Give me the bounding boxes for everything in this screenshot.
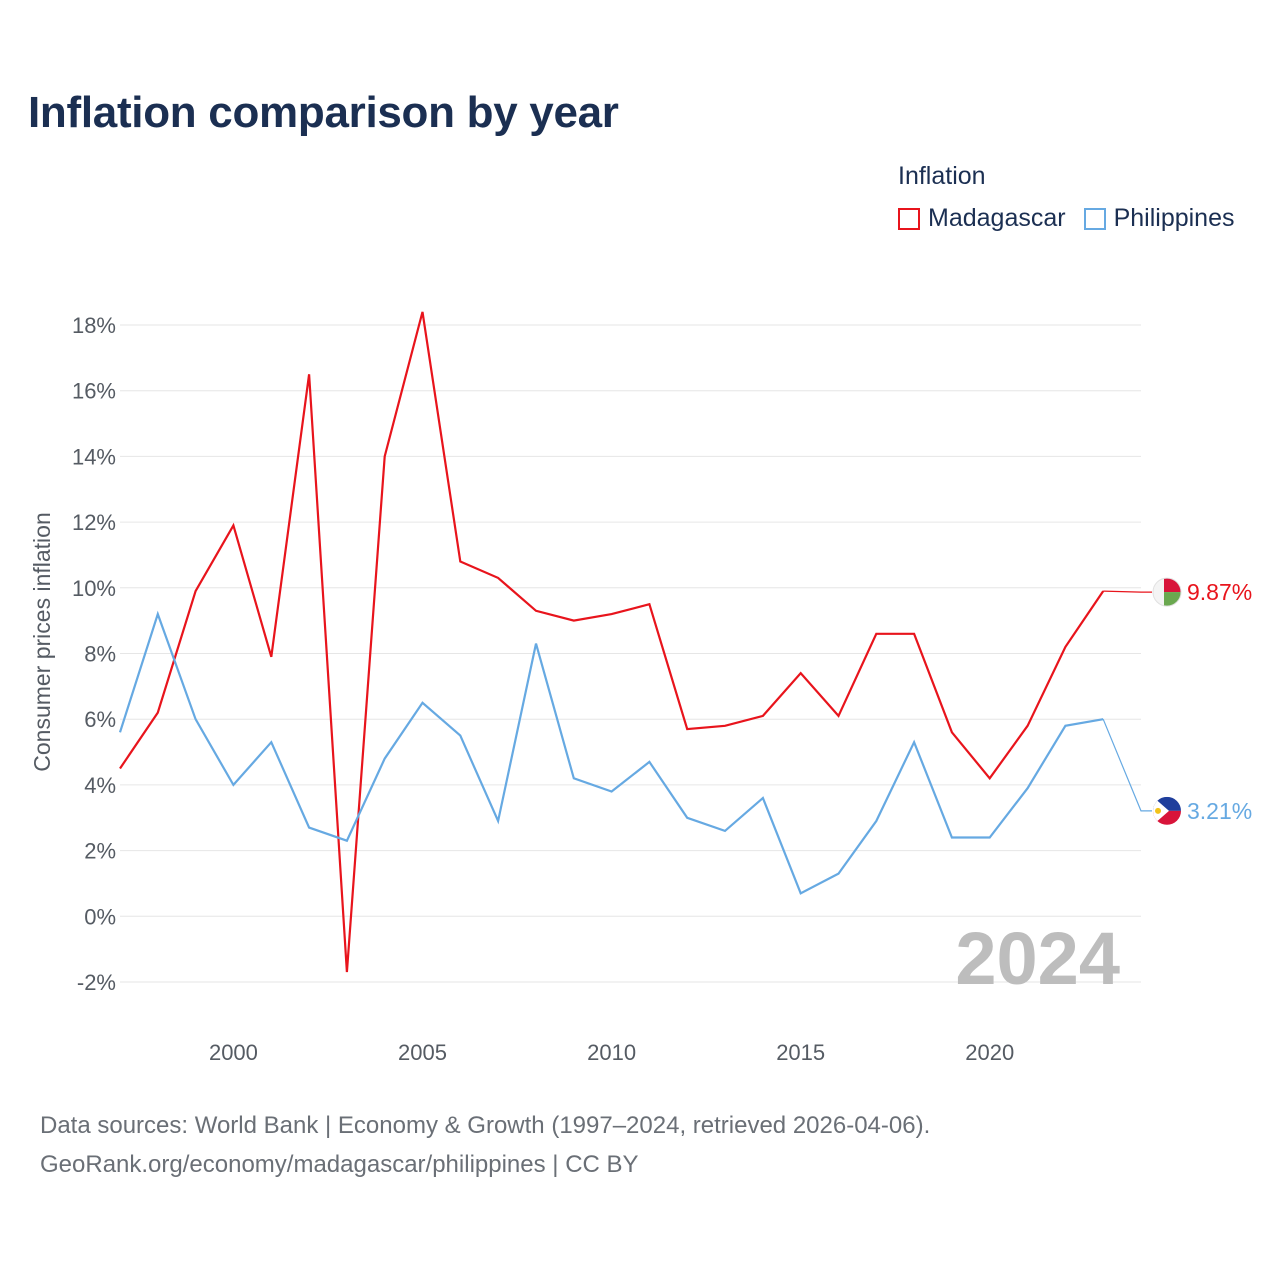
line-chart: -2% 0% 2% 4% 6% 8% 10% 12% 14% 16% 18% 2000 2005 2010… [29, 311, 1252, 1065]
series-line-madagascar [119, 311, 1105, 973]
legend: Madagascar Philippines [898, 204, 1253, 233]
x-tick-label: 2000 [209, 1040, 258, 1065]
y-tick-label: 0% [84, 904, 116, 929]
flag-outline [1152, 577, 1182, 607]
end-label-madagascar: 9.87% [1187, 579, 1252, 605]
legend-swatch-madagascar [898, 207, 920, 230]
x-tick-label: 2015 [776, 1040, 825, 1065]
legend-item-madagascar[interactable]: Madagascar [898, 204, 1066, 233]
end-label-philippines: 3.21% [1187, 798, 1252, 824]
x-tick-label: 2020 [965, 1040, 1014, 1065]
series-connector-madagascar [1103, 590, 1152, 593]
y-tick-label: 16% [72, 379, 116, 404]
y-tick-label: 12% [72, 510, 116, 535]
y-tick-label: -2% [77, 970, 116, 995]
legend-label-madagascar: Madagascar [928, 204, 1066, 232]
philippines-flag-icon [1153, 796, 1181, 825]
x-tick-label: 2010 [587, 1040, 636, 1065]
year-watermark: 2024 [955, 917, 1120, 1000]
y-tick-label: 14% [72, 444, 116, 469]
chart-title: Inflation comparison by year [28, 88, 619, 137]
y-tick-label: 4% [84, 773, 116, 798]
series-line-philippines [118, 610, 1104, 895]
madagascar-flag-icon [1153, 578, 1181, 607]
x-tick-label: 2005 [398, 1040, 447, 1065]
y-tick-label: 2% [84, 839, 116, 864]
y-tick-label: 10% [72, 576, 116, 601]
source-line-1: Data sources: World Bank | Economy & Gro… [40, 1112, 931, 1139]
source-note: Data sources: World Bank | Economy & Gro… [40, 1106, 930, 1184]
legend-swatch-philippines [1083, 207, 1106, 230]
legend-item-philippines[interactable]: Philippines [1083, 204, 1235, 233]
legend-label-philippines: Philippines [1113, 204, 1235, 232]
y-tick-label: 6% [84, 707, 116, 732]
series-connector-philippines [1102, 718, 1152, 812]
y-tick-label: 8% [84, 642, 116, 667]
y-tick-label: 18% [72, 313, 116, 338]
y-axis-title: Consumer prices inflation [29, 512, 55, 772]
source-line-2[interactable]: GeoRank.org/economy/madagascar/philippin… [40, 1151, 639, 1178]
legend-title: Inflation [898, 162, 986, 190]
